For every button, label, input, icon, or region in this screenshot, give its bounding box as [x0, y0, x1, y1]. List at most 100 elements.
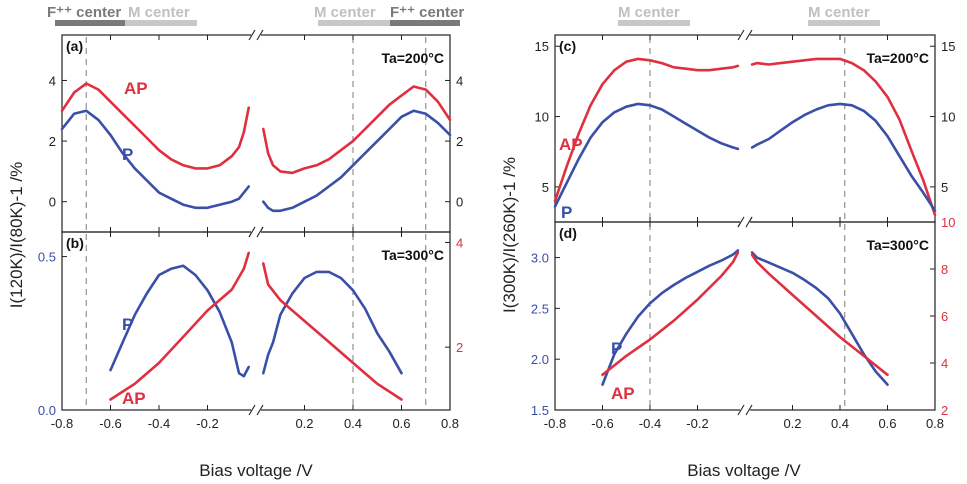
axis-break-gap: [251, 405, 261, 415]
top-center-labels-c: M center M center: [618, 4, 880, 26]
y-tick-label-left: 1.5: [531, 403, 549, 418]
f-center-label-right: F⁺⁺ center: [390, 4, 464, 21]
anneal-temperature-label: Ta=200°C: [381, 50, 444, 66]
y-tick-label-left: 15: [535, 39, 549, 54]
axis-break-gap: [251, 227, 261, 237]
x-tick-label: -0.2: [686, 416, 708, 431]
y-tick-label-left: 3.0: [531, 251, 549, 266]
x-tick-label: 0.8: [926, 416, 944, 431]
axis-break-gap: [740, 30, 750, 40]
y-tick-label-right: 4: [456, 73, 463, 88]
y-tick-label-left: 10: [535, 110, 549, 125]
y-tick-label-right: 10: [941, 110, 955, 125]
m-center-bar-right: [318, 20, 390, 26]
axis-break-mark: [256, 226, 264, 238]
axis-break-mark: [737, 404, 745, 416]
ylabel-left: I(120K)/I(80K)-1 /%: [7, 162, 26, 308]
x-tick-label: -0.8: [544, 416, 566, 431]
axis-break-mark: [745, 216, 753, 228]
series-label-ap: AP: [122, 389, 146, 408]
x-tick-label: 0.2: [295, 416, 313, 431]
axis-break-mark: [745, 29, 753, 41]
axis-break-mark: [737, 29, 745, 41]
y-tick-label-right: 15: [941, 39, 955, 54]
panel-label: (b): [66, 235, 84, 251]
y-tick-label-right: 6: [941, 309, 948, 324]
y-tick-label-left: 2.5: [531, 301, 549, 316]
series-line-p: [553, 102, 740, 208]
y-tick-label-right: 2: [456, 134, 463, 149]
y-tick-label-right: 10: [941, 215, 955, 230]
y-tick-label-right: 8: [941, 262, 948, 277]
m-center-bar-left: [125, 20, 197, 26]
y-tick-label-left: 2.0: [531, 352, 549, 367]
series-label-p: P: [561, 203, 572, 222]
y-tick-label-left: 4: [49, 73, 56, 88]
series-line-p: [60, 109, 250, 210]
axis-break-gap: [740, 217, 750, 227]
f-center-bar-left: [55, 20, 125, 26]
c-m-center-label-right: M center: [808, 4, 870, 21]
x-tick-label: -0.8: [51, 416, 73, 431]
panel-label: (c): [559, 38, 576, 54]
ylabel-right: I(300K)/I(260K)-1 /%: [500, 157, 519, 313]
axis-break-mark: [248, 29, 256, 41]
x-tick-label: -0.6: [591, 416, 613, 431]
y-tick-label-right: 2: [456, 340, 463, 355]
y-tick-label-left: 2: [49, 134, 56, 149]
axis-break-mark: [248, 404, 256, 416]
series-line-p: [262, 270, 403, 375]
y-tick-label-right: 2: [941, 403, 948, 418]
series-line-ap: [262, 262, 403, 401]
y-tick-label-right: 4: [941, 356, 948, 371]
panel-label: (d): [559, 225, 577, 241]
series-line-p: [750, 102, 937, 213]
series-label-ap: AP: [611, 384, 635, 403]
f-center-label-left: F⁺⁺ center: [47, 4, 121, 21]
series-line-p: [262, 109, 452, 213]
axis-break-mark: [737, 216, 745, 228]
y-tick-label-left: 0: [49, 195, 56, 210]
axis-break-mark: [248, 226, 256, 238]
x-tick-label: -0.2: [196, 416, 218, 431]
x-tick-label: 0.4: [344, 416, 362, 431]
top-center-labels-left: F⁺⁺ center M center M center F⁺⁺ center: [47, 4, 464, 26]
series-label-p: P: [122, 315, 133, 334]
panel-label: (a): [66, 38, 83, 54]
series-line-p: [750, 251, 889, 386]
y-tick-label-right: 4: [456, 235, 463, 250]
series-line-ap: [109, 251, 250, 401]
y-tick-label-right: 5: [941, 180, 948, 195]
series-line-ap: [262, 85, 452, 175]
series-line-ap: [601, 251, 740, 377]
series-line-ap: [60, 82, 250, 170]
m-center-label-right: M center: [314, 4, 376, 21]
series-label-ap: AP: [559, 135, 583, 154]
panel-b: -0.8 -0.6 -0.4 -0.2 0.2 0.4 0.6 0.8 0.0 0.5 2 4 P AP (…: [38, 226, 463, 431]
series-label-ap: AP: [124, 79, 148, 98]
axis-break-mark: [745, 404, 753, 416]
m-center-label-left: M center: [128, 4, 190, 21]
series-line-p: [109, 264, 250, 378]
series-line-ap: [750, 57, 937, 217]
axis-break-gap: [740, 405, 750, 415]
c-m-center-bar-left: [618, 20, 690, 26]
anneal-temperature-label: Ta=300°C: [866, 237, 929, 253]
y-tick-label-left: 0.0: [38, 403, 56, 418]
x-tick-label: -0.4: [639, 416, 661, 431]
panel-a: 0 2 4 0 2 4 AP P (a) Ta=200°C: [49, 29, 463, 238]
y-tick-label-left: 5: [542, 180, 549, 195]
series-line-p: [601, 249, 740, 386]
x-tick-label: 0.2: [783, 416, 801, 431]
anneal-temperature-label: Ta=300°C: [381, 247, 444, 263]
axis-break-mark: [256, 29, 264, 41]
anneal-temperature-label: Ta=200°C: [866, 50, 929, 66]
series-label-p: P: [122, 145, 133, 164]
axis-break-gap: [251, 30, 261, 40]
axis-break-mark: [256, 404, 264, 416]
f-center-bar-right: [390, 20, 460, 26]
xlabel-right: Bias voltage /V: [687, 461, 801, 480]
c-m-center-bar-right: [808, 20, 880, 26]
x-tick-label: 0.6: [392, 416, 410, 431]
